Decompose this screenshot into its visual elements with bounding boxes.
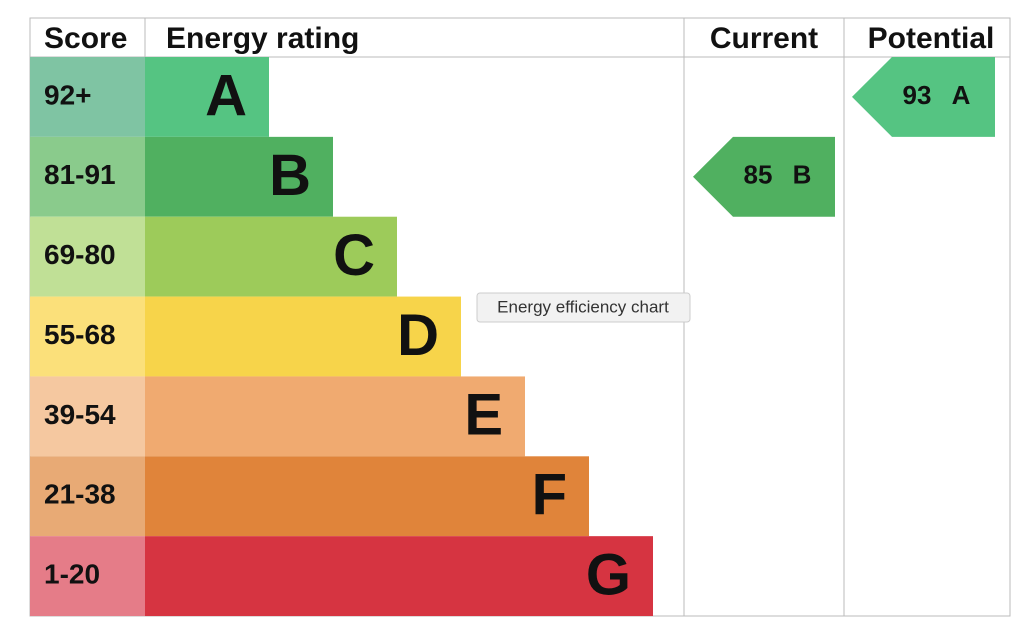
band-score: 39-54 [44,399,116,430]
tooltip-text: Energy efficiency chart [497,297,669,316]
band-letter: B [269,143,311,208]
arrows: 85 B 93 A [693,57,995,217]
header-score: Score [44,22,127,55]
score-cell [30,136,145,217]
band-bar [145,216,397,297]
band-letter: D [397,303,439,368]
band-score: 21-38 [44,479,116,510]
band-letter: E [464,383,503,448]
band-bar [145,376,525,457]
band-letter: C [333,223,375,288]
band-bar [145,456,589,537]
current-value: 85 [744,160,773,190]
band-letter: A [205,63,247,128]
score-cell [30,376,145,457]
band-score: 55-68 [44,319,116,350]
header-current: Current [710,22,818,55]
potential-letter: A [952,80,971,110]
tooltip: Energy efficiency chart [476,292,691,323]
score-cell [30,296,145,377]
tooltip-box [476,292,691,323]
bands: 92+ A 81-91 B 69-80 C 55-68 D 39-54 E 21-38 F 1-20 G [30,57,653,617]
band-bar [145,57,269,137]
score-cell [30,216,145,297]
band-bar [145,536,653,617]
band-score: 92+ [44,79,92,110]
score-cell [30,57,145,137]
band-score: 81-91 [44,159,116,190]
current-arrow [693,136,835,217]
potential-value: 93 [903,80,932,110]
band-score: 1-20 [44,558,100,589]
band-bar [145,136,333,217]
current-letter: B [793,160,812,190]
band-letter: F [532,463,567,528]
band-letter: G [586,542,631,607]
header-rating: Energy rating [166,22,359,55]
potential-arrow [852,57,995,137]
header-potential: Potential [868,22,995,55]
score-cell [30,536,145,617]
score-cell [30,456,145,537]
band-score: 69-80 [44,239,116,270]
band-bar [145,296,461,377]
